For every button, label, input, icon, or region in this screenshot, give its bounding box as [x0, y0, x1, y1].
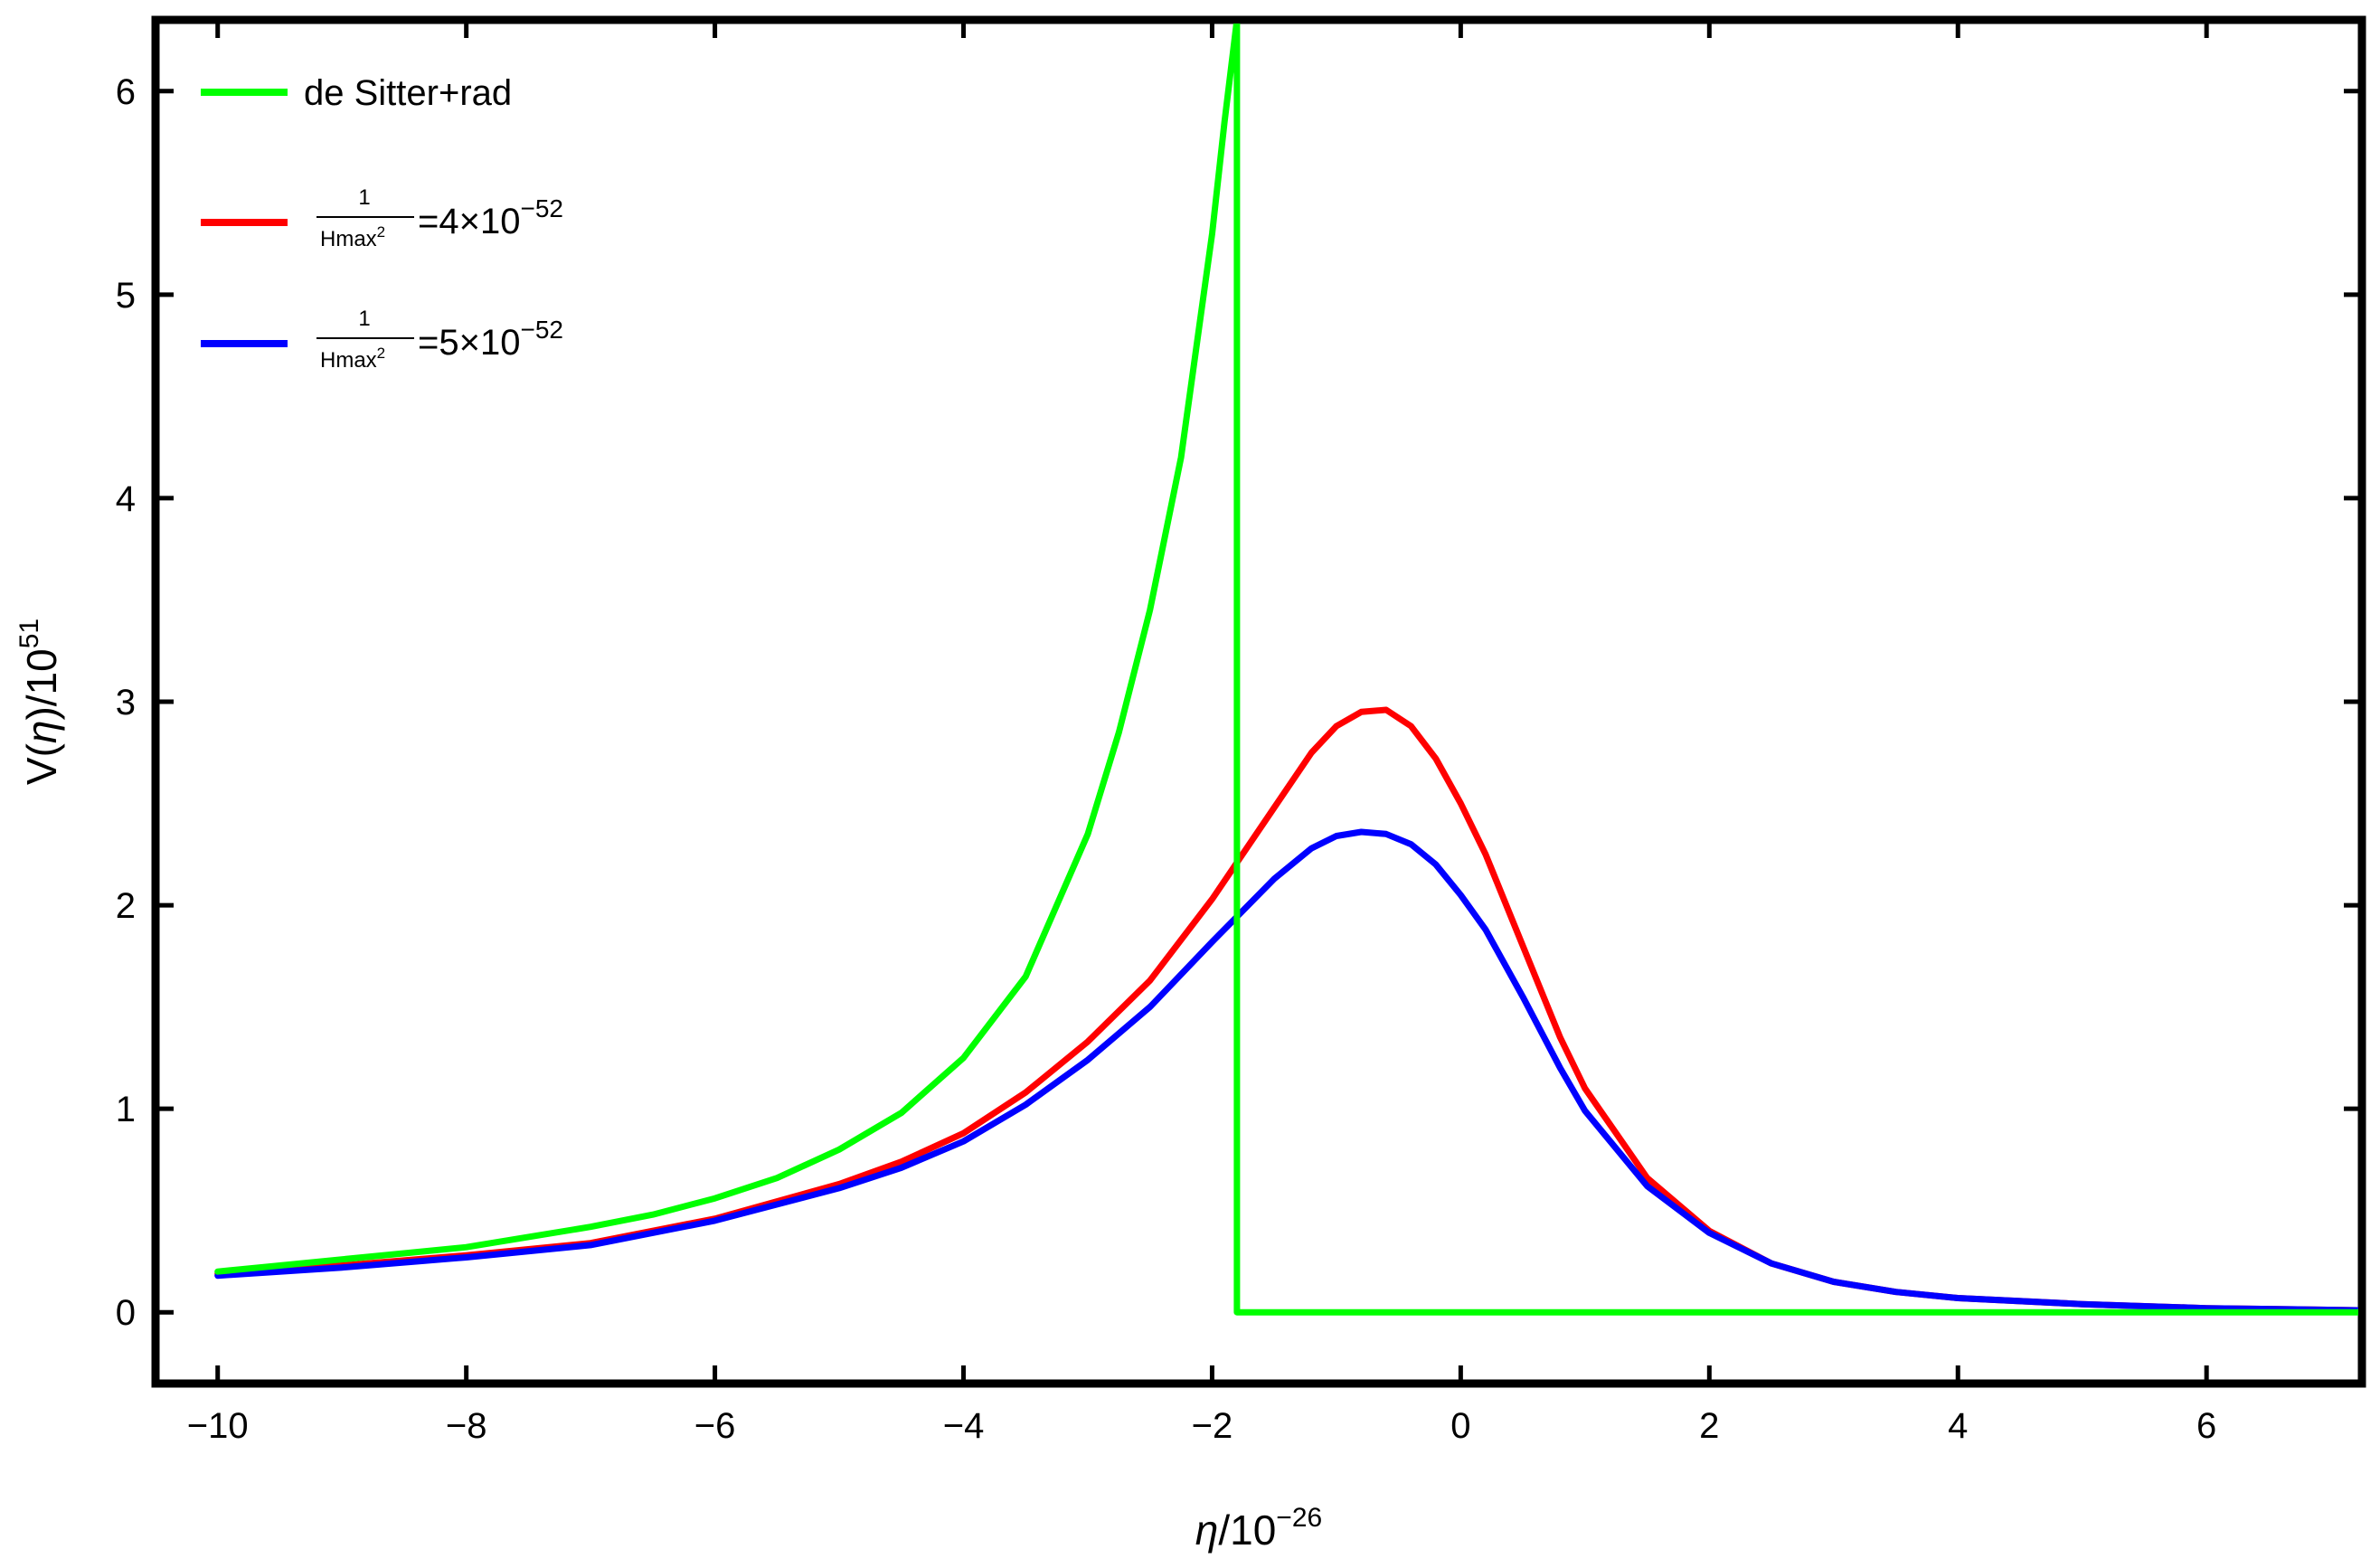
y-axis-ticks: 0 1 2 3 4 5 6 [116, 72, 2362, 1333]
x-tick-label: −2 [1192, 1406, 1233, 1446]
x-axis-title: η/10−26 [1195, 1503, 1322, 1554]
x-tick-label: −6 [694, 1406, 736, 1446]
legend-label-2: =5×10−52 [418, 316, 563, 363]
series-line-1 [214, 706, 2358, 1314]
series-line-0 [214, 24, 2358, 1316]
y-tick-label: 2 [116, 886, 136, 926]
x-tick-label: 2 [1699, 1406, 1719, 1446]
x-tick-label: −4 [943, 1406, 985, 1446]
y-tick-label: 0 [116, 1293, 136, 1333]
legend-label-0: de Sitter+rad [304, 73, 512, 113]
legend-frac-den: Hmax2 [320, 223, 385, 251]
series-line-2 [214, 828, 2358, 1314]
x-tick-label: 4 [1948, 1406, 1968, 1446]
legend-frac-num: 1 [358, 307, 370, 331]
legend: de Sitter+rad 1 Hmax2 =4×10−52 1 Hmax2 =5×10−5… [201, 73, 563, 373]
series-layer [214, 24, 2358, 1316]
legend-frac-num: 1 [358, 185, 370, 210]
x-axis-ticks: −10 −8 −6 −4 −2 0 2 4 6 [187, 20, 2216, 1446]
y-axis-title: V(η)/1051 [14, 619, 65, 785]
legend-frac-den: Hmax2 [320, 345, 385, 373]
y-tick-label: 6 [116, 72, 136, 112]
x-tick-label: −8 [446, 1406, 487, 1446]
y-tick-label: 3 [116, 683, 136, 723]
legend-label-1: =4×10−52 [418, 194, 563, 241]
y-tick-label: 1 [116, 1090, 136, 1129]
x-tick-label: −10 [187, 1406, 249, 1446]
x-tick-label: 0 [1450, 1406, 1470, 1446]
y-tick-label: 5 [116, 276, 136, 316]
x-tick-label: 6 [2196, 1406, 2216, 1446]
y-tick-label: 4 [116, 479, 136, 519]
